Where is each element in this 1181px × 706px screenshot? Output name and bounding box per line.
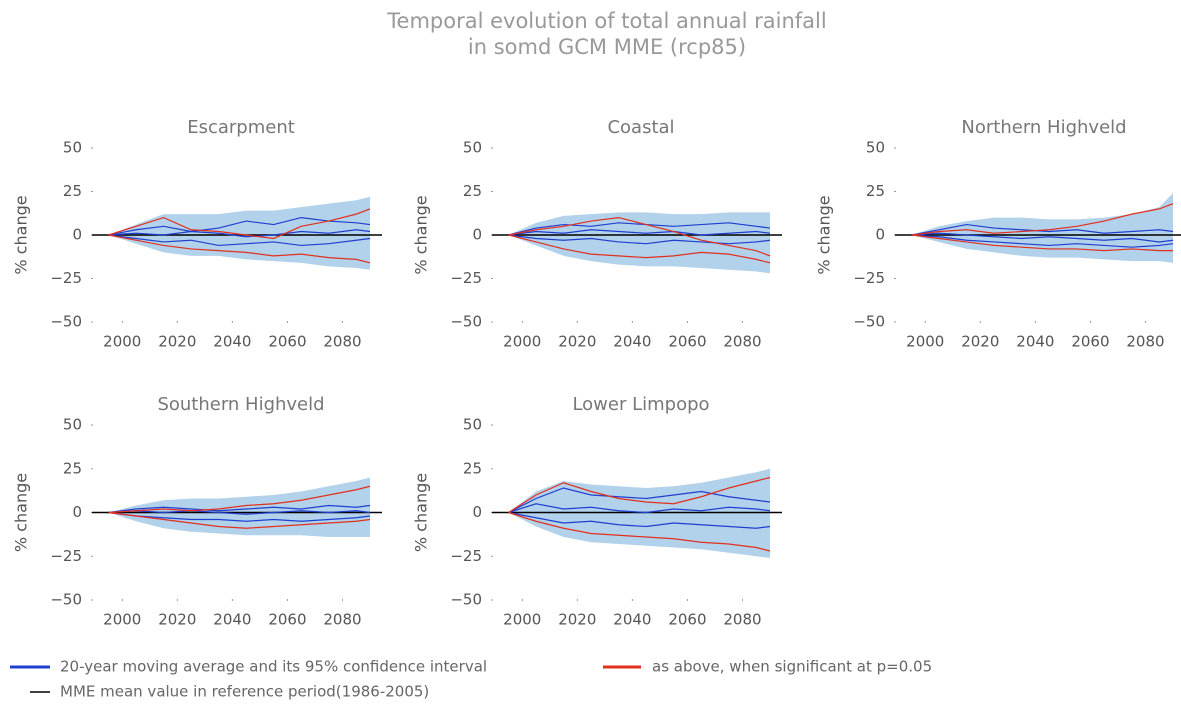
series-line [508, 234, 771, 264]
x-tick-label: 2020 [158, 611, 196, 629]
y-tick-label: 0 [472, 226, 482, 244]
y-tick-label: −25 [50, 269, 82, 287]
x-tick-label: 2060 [268, 611, 306, 629]
x-tick-label: 2040 [1016, 333, 1054, 351]
x-tick-label: 2000 [906, 333, 944, 351]
y-tick-label: −50 [853, 313, 885, 331]
panel-title: Escarpment [187, 117, 295, 138]
series-line [108, 510, 371, 515]
x-tick-label: 2060 [268, 333, 306, 351]
y-tick-label: −50 [50, 591, 82, 609]
y-tick-label: 50 [63, 139, 82, 157]
y-axis-label: % change [815, 195, 834, 274]
series-line [911, 223, 1174, 236]
y-tick-label: −50 [450, 591, 482, 609]
series-line [508, 216, 771, 257]
legend-label: MME mean value in reference period(1986-… [60, 683, 429, 701]
x-tick-label: 2040 [613, 611, 651, 629]
y-tick-label: −50 [50, 313, 82, 331]
x-tick-label: 2000 [103, 611, 141, 629]
x-tick-label: 2080 [723, 611, 761, 629]
x-tick-label: 2080 [323, 333, 361, 351]
series-line [108, 504, 371, 514]
series-line [108, 485, 371, 514]
y-tick-label: 50 [866, 139, 885, 157]
y-tick-label: 0 [875, 226, 885, 244]
x-tick-label: 2020 [158, 333, 196, 351]
x-tick-label: 2060 [668, 611, 706, 629]
y-axis-label: % change [12, 473, 31, 552]
x-tick-label: 2020 [961, 333, 999, 351]
y-tick-label: 50 [463, 139, 482, 157]
panel-title: Coastal [607, 117, 674, 138]
y-tick-label: −25 [450, 547, 482, 565]
y-tick-label: 50 [463, 416, 482, 434]
x-tick-label: 2000 [503, 333, 541, 351]
series-line [508, 487, 771, 514]
y-tick-label: 0 [72, 503, 82, 521]
y-tick-label: 25 [63, 182, 82, 200]
x-tick-label: 2060 [668, 333, 706, 351]
panel-title: Lower Limpopo [572, 394, 709, 415]
series-line [108, 229, 371, 238]
x-tick-label: 2020 [558, 333, 596, 351]
x-tick-label: 2040 [213, 611, 251, 629]
y-tick-label: −25 [853, 269, 885, 287]
figure-subtitle: in somd GCM MME (rcp85) [468, 35, 746, 59]
confidence-band [108, 477, 370, 537]
y-tick-label: −25 [50, 547, 82, 565]
series-line [508, 476, 771, 514]
series-line [108, 216, 371, 236]
panel-title: Southern Highveld [157, 394, 324, 415]
series-line [911, 203, 1174, 236]
y-tick-label: 25 [463, 182, 482, 200]
y-axis-label: % change [412, 195, 431, 274]
confidence-band [108, 196, 370, 270]
y-tick-label: 25 [866, 182, 885, 200]
y-axis-label: % change [12, 195, 31, 274]
series-line [108, 234, 371, 264]
legend-label: 20-year moving average and its 95% confi… [60, 658, 487, 676]
series-line [911, 234, 1173, 252]
x-tick-label: 2060 [1071, 333, 1109, 351]
x-tick-label: 2000 [503, 611, 541, 629]
series-line [108, 511, 371, 529]
series-line [911, 234, 1174, 248]
y-tick-label: −50 [450, 313, 482, 331]
y-tick-label: 25 [63, 459, 82, 477]
y-tick-label: −25 [450, 269, 482, 287]
legend-label: as above, when significant at p=0.05 [652, 658, 932, 676]
y-axis-label: % change [412, 473, 431, 552]
y-tick-label: 0 [72, 226, 82, 244]
x-tick-label: 2020 [558, 611, 596, 629]
y-tick-label: 50 [63, 416, 82, 434]
x-tick-label: 2040 [613, 333, 651, 351]
series-line [108, 234, 371, 247]
series-line [108, 511, 371, 522]
x-tick-label: 2080 [323, 611, 361, 629]
series-line [508, 229, 771, 236]
series-line [911, 232, 1174, 243]
y-tick-label: 0 [472, 503, 482, 521]
x-tick-label: 2000 [103, 333, 141, 351]
series-line [508, 511, 771, 529]
series-line [108, 208, 371, 240]
x-tick-label: 2080 [1126, 333, 1164, 351]
series-line [508, 511, 771, 552]
series-line [508, 234, 771, 245]
y-tick-label: 25 [463, 459, 482, 477]
panel-title: Northern Highveld [961, 117, 1126, 138]
x-tick-label: 2040 [213, 333, 251, 351]
figure-title: Temporal evolution of total annual rainf… [386, 9, 826, 33]
x-tick-label: 2080 [723, 333, 761, 351]
series-line [508, 503, 771, 514]
